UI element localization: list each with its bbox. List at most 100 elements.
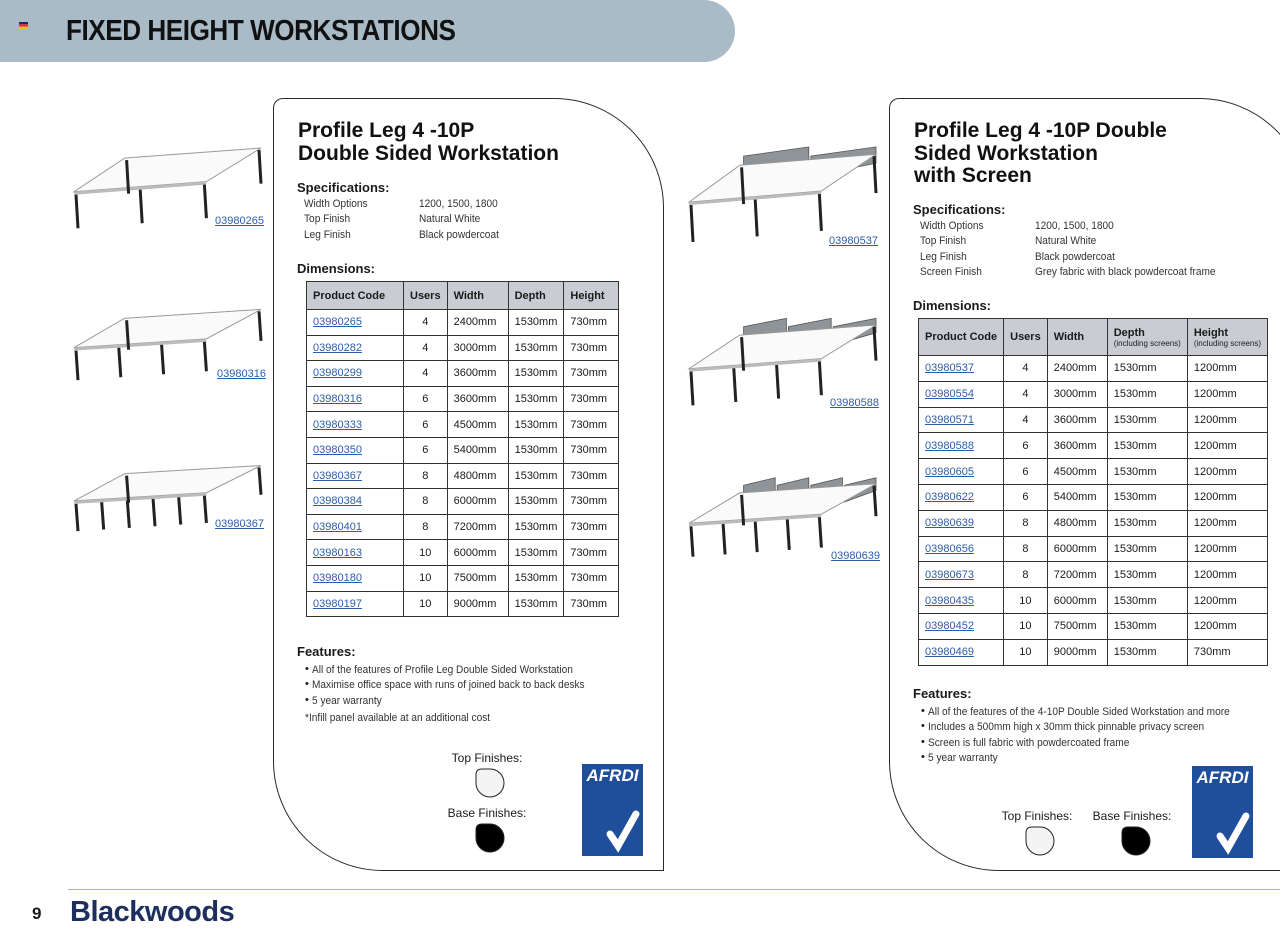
table-cell: 6 — [403, 436, 448, 464]
product-code-link[interactable]: 03980656 — [925, 542, 974, 555]
cell-text: 1200mm — [1193, 465, 1237, 478]
product-code-link[interactable]: 03980435 — [925, 594, 974, 607]
product-code-link[interactable]: 03980350 — [313, 444, 362, 457]
feature-item: 5 year warranty — [312, 694, 382, 707]
product-code-link[interactable]: 03980571 — [925, 413, 974, 426]
desk — [688, 477, 878, 557]
product-code-link[interactable]: 03980639 — [831, 550, 880, 562]
table-cell: 730mm — [563, 513, 620, 541]
table-cell: 4500mm — [1046, 458, 1108, 485]
desk-leg — [125, 500, 131, 528]
product-code-link[interactable]: 03980554 — [925, 388, 974, 401]
cell-text: 730mm — [1193, 646, 1231, 659]
cell-text: 1200mm — [1193, 388, 1237, 401]
desk — [73, 465, 263, 532]
product-code-link[interactable]: 03980163 — [313, 546, 362, 559]
cell-text: 1200mm — [1193, 362, 1237, 375]
table-cell: 03980401 — [306, 513, 404, 541]
product-code-link[interactable]: 03980180 — [313, 572, 362, 585]
cell-text: 730mm — [570, 572, 608, 585]
cell-text: 4500mm — [1053, 465, 1097, 478]
product-code-link[interactable]: 03980605 — [925, 465, 974, 478]
desk-leg — [177, 497, 183, 525]
product-code-link[interactable]: 03980639 — [925, 517, 974, 530]
product-code-link[interactable]: 03980401 — [313, 521, 362, 534]
cell-text: 8 — [1022, 542, 1029, 555]
table-cell: 7500mm — [1046, 612, 1108, 640]
table-cell: 03980673 — [917, 561, 1005, 589]
product-code-link[interactable]: 03980588 — [830, 397, 879, 409]
product-code-link[interactable]: 03980469 — [925, 646, 974, 659]
cell-text: 730mm — [570, 597, 608, 610]
desk-leg — [753, 199, 759, 237]
desk-leg — [202, 341, 208, 372]
product-code-link[interactable]: 03980265 — [313, 316, 362, 329]
column-label: Depth — [1113, 326, 1145, 339]
table-cell: 8 — [403, 462, 448, 490]
flag-icon — [19, 22, 28, 29]
column-label: Product Code — [313, 289, 386, 302]
column-header: Depth (including screens) — [1106, 318, 1188, 356]
cell-text: 1200mm — [1193, 542, 1237, 555]
product-code-link[interactable]: 03980673 — [925, 568, 974, 581]
product-code-link[interactable]: 03980622 — [925, 491, 974, 504]
column-header: Users — [1003, 318, 1048, 356]
table-cell: 4 — [1003, 380, 1048, 408]
product-code-link[interactable]: 03980537 — [925, 362, 974, 375]
cell-text: 730mm — [570, 316, 608, 329]
product-code-link[interactable]: 03980537 — [829, 235, 878, 247]
table-cell: 7200mm — [1046, 561, 1108, 589]
cell-text: 1530mm — [1113, 439, 1157, 452]
product-code-link[interactable]: 03980197 — [313, 597, 362, 610]
product-code-link[interactable]: 03980452 — [925, 620, 974, 633]
cell-text: 730mm — [570, 546, 608, 559]
page-title: FIXED HEIGHT WORKSTATIONS — [66, 15, 456, 47]
column-sublabel: (including screens) — [1193, 338, 1261, 348]
desk-leg — [257, 467, 263, 495]
desk-leg — [100, 502, 106, 530]
spec-value: Grey fabric with black powdercoat frame — [1035, 265, 1216, 278]
cell-text: 730mm — [570, 341, 608, 354]
cell-text: 1530mm — [514, 546, 558, 559]
cell-text: 4 — [422, 367, 429, 380]
table-row: 03980384 8 6000mm 1530mm 730mm — [306, 488, 620, 515]
table-cell: 4800mm — [1046, 509, 1108, 537]
product-code-link[interactable]: 03980316 — [217, 368, 266, 380]
product-code-link[interactable]: 03980367 — [313, 469, 362, 482]
product-code-link[interactable]: 03980265 — [215, 215, 264, 227]
table-cell: 03980163 — [306, 539, 404, 566]
spec-label: Leg Finish — [920, 250, 967, 263]
table-cell: 4 — [403, 360, 448, 387]
product-code-link[interactable]: 03980282 — [313, 341, 362, 354]
table-cell: 730mm — [563, 564, 620, 592]
bullet: • — [305, 693, 309, 706]
bullet: • — [921, 735, 925, 748]
desk-top — [687, 153, 878, 203]
product-code-link[interactable]: 03980384 — [313, 495, 362, 508]
product-code-link[interactable]: 03980299 — [313, 367, 362, 380]
table-cell: 5400mm — [446, 436, 509, 464]
product-image — [687, 146, 878, 242]
table-cell: 03980180 — [306, 564, 404, 592]
column-label: Height — [1193, 326, 1229, 339]
cell-text: 730mm — [570, 367, 608, 380]
spec-label: Leg Finish — [304, 228, 351, 241]
product-code-link[interactable]: 03980588 — [925, 439, 974, 452]
base-finish-swatch — [475, 823, 505, 853]
product-code-link[interactable]: 03980367 — [215, 518, 264, 530]
product-code-link[interactable]: 03980333 — [313, 418, 362, 431]
table-row: 03980350 6 5400mm 1530mm 730mm — [306, 436, 620, 464]
product-code-link[interactable]: 03980316 — [313, 393, 362, 406]
column-label: Users — [1010, 331, 1041, 343]
desk-edge — [689, 191, 822, 206]
table-cell: 10 — [1003, 638, 1048, 666]
table-cell: 1530mm — [1106, 483, 1188, 511]
swatch-shape — [475, 823, 505, 853]
feature-item: Screen is full fabric with powdercoated … — [928, 736, 1130, 749]
desk-leg — [740, 494, 746, 526]
finish-label: Top Finishes: — [1001, 809, 1073, 823]
cell-text: 10 — [419, 572, 432, 585]
cell-text: 10 — [1019, 594, 1032, 607]
table-cell: 1200mm — [1186, 535, 1268, 563]
